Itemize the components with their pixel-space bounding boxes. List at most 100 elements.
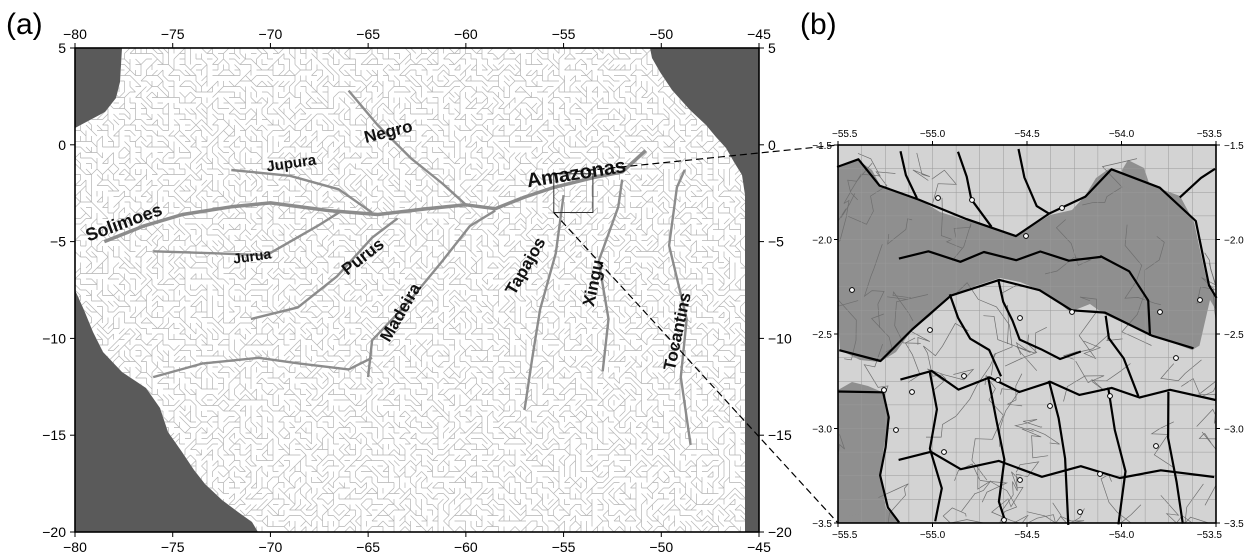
stream-line <box>1196 393 1217 427</box>
outlet-node <box>995 377 1001 383</box>
outlet-nodes <box>849 195 1203 523</box>
main-river-line <box>250 217 399 321</box>
stream-line <box>940 197 963 249</box>
b-x-tick-label-top: −55.5 <box>832 129 858 140</box>
river-label: Jurua <box>232 245 272 266</box>
outlet-node <box>1023 233 1029 239</box>
stream-line <box>1060 508 1085 524</box>
stream-line <box>1026 502 1062 524</box>
outlet-node <box>941 449 947 455</box>
inset-box <box>553 173 594 214</box>
stream-line <box>942 507 984 524</box>
x-tick-label-top: −65 <box>356 26 380 42</box>
river-label: Jupura <box>265 152 318 176</box>
basin-boundary <box>839 278 1194 363</box>
x-tick-label-bottom: −70 <box>259 539 283 555</box>
panel-a-ticks: −80−80−75−75−70−70−65−65−60−60−55−55−50−… <box>42 26 792 555</box>
outlet-node <box>849 287 855 293</box>
basin-boundary <box>1104 315 1140 397</box>
b-x-tick-label-bottom: −54.0 <box>1109 530 1135 541</box>
main-river-line <box>152 356 373 379</box>
y-tick-label-right: 5 <box>768 40 776 56</box>
x-tick-label-top: −75 <box>161 26 185 42</box>
basin-boundary <box>997 278 1082 361</box>
stream-line <box>1078 296 1102 360</box>
y-tick-label-left: 5 <box>58 40 66 56</box>
outlet-node <box>1097 471 1103 477</box>
stream-line <box>848 171 896 225</box>
b-x-tick-label-bottom: −54.5 <box>1014 530 1040 541</box>
outlet-node <box>969 197 975 203</box>
stream-line <box>892 291 914 322</box>
dark-basin <box>838 382 900 523</box>
b-y-tick-label-left: −2.5 <box>812 330 832 341</box>
light-basin <box>1050 150 1112 176</box>
stream-line <box>931 169 958 204</box>
x-tick-label-bottom: −80 <box>63 539 87 555</box>
y-tick-label-left: 0 <box>58 137 66 153</box>
basin-boundary <box>986 376 1007 523</box>
y-tick-label-right: 0 <box>768 137 776 153</box>
main-river-line <box>667 169 692 446</box>
stream-line <box>1062 333 1123 360</box>
x-tick-label-top: −55 <box>552 26 576 42</box>
b-y-tick-label-right: −2.0 <box>1224 236 1244 247</box>
basin-boundaries <box>836 148 1218 525</box>
b-x-tick-label-bottom: −55.0 <box>920 530 946 541</box>
stream-line <box>1045 219 1092 275</box>
main-river-line <box>103 149 647 244</box>
connector-line-bottom <box>553 212 839 524</box>
outlet-node <box>1059 205 1065 211</box>
stream-line <box>878 483 909 524</box>
panel-a-frame <box>74 47 760 533</box>
x-tick-label-bottom: −65 <box>356 539 380 555</box>
basin-boundary <box>956 151 993 228</box>
outlet-node <box>1069 309 1075 315</box>
light-basin <box>1198 300 1216 360</box>
b-y-tick-label-left: −3.0 <box>812 425 832 436</box>
y-tick-label-left: −15 <box>42 427 66 443</box>
x-tick-label-top: −45 <box>747 26 771 42</box>
stream-line <box>1001 461 1040 511</box>
x-tick-label-top: −80 <box>63 26 87 42</box>
stream-line <box>1014 419 1043 432</box>
stream-line <box>954 463 991 483</box>
y-tick-label-right: −10 <box>768 330 792 346</box>
panel-b-map: −55.5 −55.5 −55.0 −55.0 −54.5 −54.5 −54.0 −54.0… <box>812 129 1244 541</box>
stream-line <box>1124 224 1161 305</box>
outlet-node <box>1107 393 1113 399</box>
y-tick-label-right: −15 <box>768 427 792 443</box>
outlet-node <box>1173 355 1179 361</box>
x-tick-label-top: −60 <box>454 26 478 42</box>
panel-a-label: (a) <box>6 8 43 41</box>
stream-line <box>1082 158 1138 206</box>
basin-boundary <box>1167 391 1184 524</box>
main-river-line <box>366 209 496 378</box>
stream-line <box>837 193 856 222</box>
y-tick-label-left: −10 <box>42 330 66 346</box>
x-tick-label-bottom: −50 <box>649 539 673 555</box>
panel-b-ticks: −55.5 −55.5 −55.0 −55.0 −54.5 −54.5 −54.0 −54.0… <box>812 129 1244 541</box>
b-x-tick-label-bottom: −55.5 <box>832 530 858 541</box>
main-rivers <box>103 89 692 446</box>
basin-boundary <box>928 372 943 522</box>
y-tick-label-right: −5 <box>768 234 784 250</box>
outlet-node <box>1197 297 1203 303</box>
basin-boundary <box>898 450 1215 480</box>
stream-line <box>1016 326 1047 371</box>
x-tick-label-bottom: −45 <box>747 539 771 555</box>
stream-line <box>887 294 928 344</box>
stream-line <box>956 282 1013 376</box>
connector-line-top <box>553 144 839 175</box>
b-x-tick-label-top: −55.0 <box>920 129 946 140</box>
x-tick-label-top: −50 <box>649 26 673 42</box>
b-y-tick-label-right: −3.5 <box>1224 519 1244 530</box>
outlet-node <box>1001 517 1007 523</box>
b-y-tick-label-right: −3.0 <box>1224 425 1244 436</box>
stream-line <box>1150 421 1174 468</box>
stream-line <box>1121 236 1165 346</box>
stream-line <box>961 465 992 512</box>
outlet-node <box>893 427 899 433</box>
